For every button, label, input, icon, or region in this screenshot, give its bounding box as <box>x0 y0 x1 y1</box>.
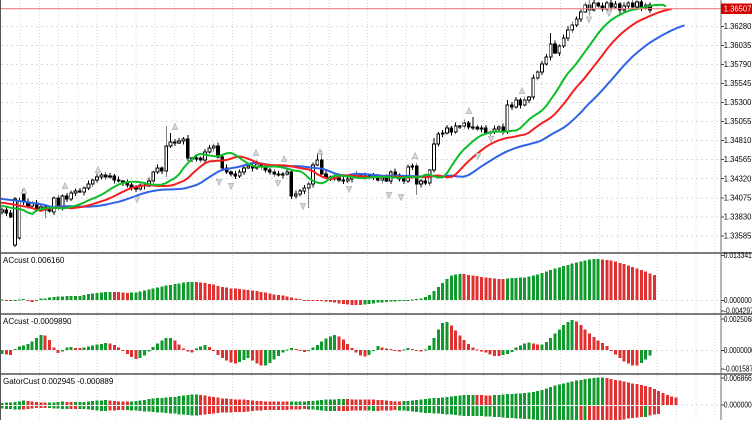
svg-text:1.35790: 1.35790 <box>724 60 752 69</box>
svg-text:1.35055: 1.35055 <box>724 117 752 126</box>
svg-text:0.000000: 0.000000 <box>724 296 752 305</box>
svg-text:1.36280: 1.36280 <box>724 22 752 31</box>
svg-text:GatorCust 0.002945 -0.000889: GatorCust 0.002945 -0.000889 <box>3 377 114 386</box>
svg-text:0.0025068: 0.0025068 <box>724 315 752 324</box>
svg-text:1.33830: 1.33830 <box>724 212 752 221</box>
svg-text:1.34075: 1.34075 <box>724 193 752 202</box>
svg-text:0.006866: 0.006866 <box>724 374 752 383</box>
svg-text:ACcust -0.0009890: ACcust -0.0009890 <box>3 317 72 326</box>
svg-text:1.34320: 1.34320 <box>724 174 752 183</box>
svg-text:-0.004297: -0.004297 <box>724 306 752 315</box>
svg-text:1.35545: 1.35545 <box>724 79 752 88</box>
svg-text:1.33585: 1.33585 <box>724 232 752 241</box>
svg-text:1.36507: 1.36507 <box>724 5 752 14</box>
svg-text:0.0000000: 0.0000000 <box>724 346 752 355</box>
svg-text:1.35300: 1.35300 <box>724 98 752 107</box>
svg-text:1.34810: 1.34810 <box>724 136 752 145</box>
svg-text:1.36035: 1.36035 <box>724 41 752 50</box>
svg-text:-0.0015875: -0.0015875 <box>724 365 752 374</box>
svg-text:0.013341: 0.013341 <box>724 251 752 260</box>
svg-text:0.000000: 0.000000 <box>724 401 752 410</box>
svg-text:ACcust 0.006160: ACcust 0.006160 <box>3 256 65 265</box>
svg-text:1.34565: 1.34565 <box>724 155 752 164</box>
